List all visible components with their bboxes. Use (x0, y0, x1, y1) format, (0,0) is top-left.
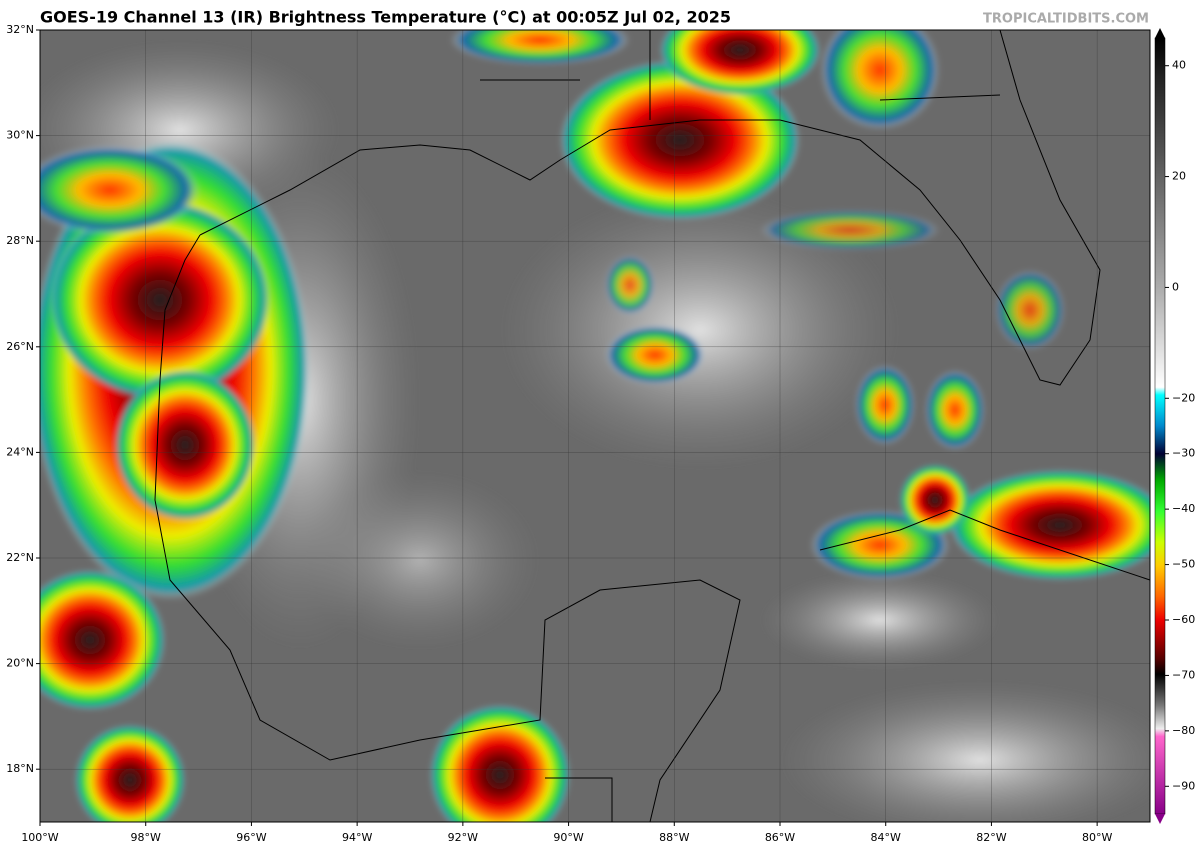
colorbar-tick-label: −60 (1172, 613, 1195, 626)
y-tick-label: 20°N (6, 657, 34, 670)
y-tick-label: 26°N (6, 340, 34, 353)
colorbar-tick-label: −90 (1172, 779, 1195, 792)
x-tick-label: 94°W (342, 831, 372, 844)
coastlines (154, 30, 1150, 822)
colorbar-tick-label: 40 (1172, 59, 1186, 72)
colorbar-tick-label: −70 (1172, 668, 1195, 681)
colorbar (1154, 37, 1166, 815)
colorbar-tick-label: −40 (1172, 502, 1195, 515)
colorbar-tick-label: −50 (1172, 558, 1195, 571)
x-tick-label: 80°W (1082, 831, 1112, 844)
x-tick-label: 84°W (871, 831, 901, 844)
x-tick-label: 88°W (659, 831, 689, 844)
x-tick-label: 98°W (131, 831, 161, 844)
y-tick-label: 22°N (6, 551, 34, 564)
y-tick-label: 18°N (6, 762, 34, 775)
x-tick-label: 86°W (765, 831, 795, 844)
colorbar-tick-label: −20 (1172, 391, 1195, 404)
map-frame (39, 29, 1151, 823)
x-tick-label: 82°W (976, 831, 1006, 844)
colorbar-extend-top (1155, 28, 1165, 38)
y-tick-label: 30°N (6, 129, 34, 142)
colorbar-tick-label: 20 (1172, 170, 1186, 183)
watermark: TROPICALTIDBITS.COM (983, 12, 1149, 27)
satellite-image (40, 30, 1150, 822)
title: GOES-19 Channel 13 (IR) Brightness Tempe… (40, 8, 731, 27)
x-tick-label: 100°W (21, 831, 58, 844)
y-tick-label: 32°N (6, 23, 34, 36)
y-tick-label: 28°N (6, 234, 34, 247)
colorbar-tick-label: −80 (1172, 724, 1195, 737)
colorbar-tick-label: −30 (1172, 447, 1195, 460)
x-tick-label: 96°W (236, 831, 266, 844)
x-tick-label: 90°W (553, 831, 583, 844)
x-tick-label: 92°W (448, 831, 478, 844)
colorbar-extend-bottom (1155, 814, 1165, 824)
colorbar-tick-label: 0 (1172, 280, 1179, 293)
y-tick-label: 24°N (6, 445, 34, 458)
